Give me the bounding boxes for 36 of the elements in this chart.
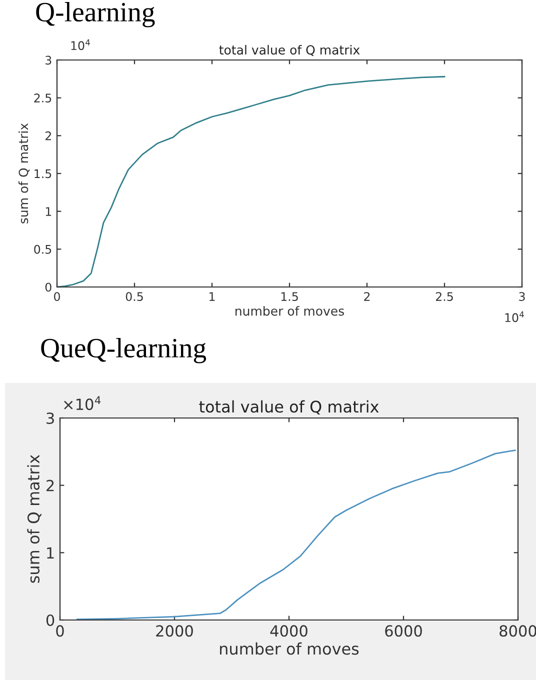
x-tick-label: 1 (210, 292, 215, 301)
y-tick-label: 2 (45, 131, 51, 140)
y-tick-label: 1.5 (34, 169, 52, 178)
y-tick-label: 1 (46, 207, 52, 216)
x-axis-title: number of moves (236, 306, 344, 316)
y-tick-label: 3 (46, 412, 54, 424)
y-tick-label: 1 (47, 547, 54, 558)
x-tick-label: 2000 (156, 625, 193, 637)
line-series (57, 76, 446, 287)
x-tick-label: 3 (519, 292, 525, 301)
x-tick-label: 1.5 (281, 292, 298, 301)
x-tick-label: 0.5 (126, 292, 143, 301)
y-tick-label: 2 (46, 480, 54, 492)
x-axis-title: number of moves (220, 642, 359, 655)
x-tick-label: 2 (364, 292, 370, 301)
x-tick-label: 2.5 (436, 292, 453, 301)
x-tick-label: 0 (54, 292, 60, 301)
x-tick-label: 8000 (500, 625, 536, 637)
x-tick-label: 0 (56, 625, 64, 637)
chart-title: QueQ-learning (41, 338, 206, 364)
y-axis-title: sum of Q matrix (27, 454, 42, 583)
x-tick-label: 6000 (385, 625, 422, 637)
x-tick-label: 4000 (270, 625, 308, 637)
y-tick-label: 0 (46, 614, 54, 626)
y-tick-label: 3 (46, 56, 52, 65)
y-tick-label: 2.5 (34, 94, 52, 102)
y-tick-label: 0 (45, 282, 52, 292)
y-tick-label: 0.5 (34, 244, 52, 254)
text: 10$^{4}$ (71, 39, 90, 50)
y-axis-title: sum of Q matrix (18, 123, 30, 224)
text: 10$^{4}$ (505, 311, 524, 322)
line-series (76, 450, 516, 620)
text: ×10$^{4}$ (64, 396, 101, 410)
chart-subtitle: total value of Q matrix (219, 44, 360, 56)
chart-title: Q-learning (36, 2, 155, 28)
chart-subtitle: total value of Q matrix (199, 400, 379, 415)
